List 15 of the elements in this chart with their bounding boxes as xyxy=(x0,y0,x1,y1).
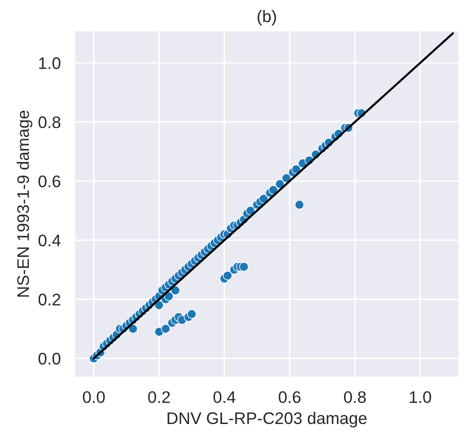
x-tick-label: 0.2 xyxy=(148,391,170,404)
chart-title: (b) xyxy=(258,10,276,26)
x-tick-label: 0.8 xyxy=(344,391,366,404)
y-tick-label: 1.0 xyxy=(39,57,60,70)
y-tick-label: 0.4 xyxy=(38,234,61,246)
y-tick-label: 0.8 xyxy=(38,116,60,128)
x-axis-title: DNV GL-RP-C203 damage xyxy=(168,412,367,428)
x-tick-label: 0.4 xyxy=(213,391,236,404)
x-tick-label: 0.0 xyxy=(82,391,105,404)
y-tick-label: 0.2 xyxy=(38,294,60,306)
y-tick-label: 0.0 xyxy=(38,352,60,365)
x-tick-label: 0.6 xyxy=(278,391,300,404)
x-tick-label: 1.0 xyxy=(410,391,432,404)
y-tick-label: 0.6 xyxy=(38,175,60,188)
y-axis-title: NS-EN 1993-1-9 damage xyxy=(16,110,32,297)
